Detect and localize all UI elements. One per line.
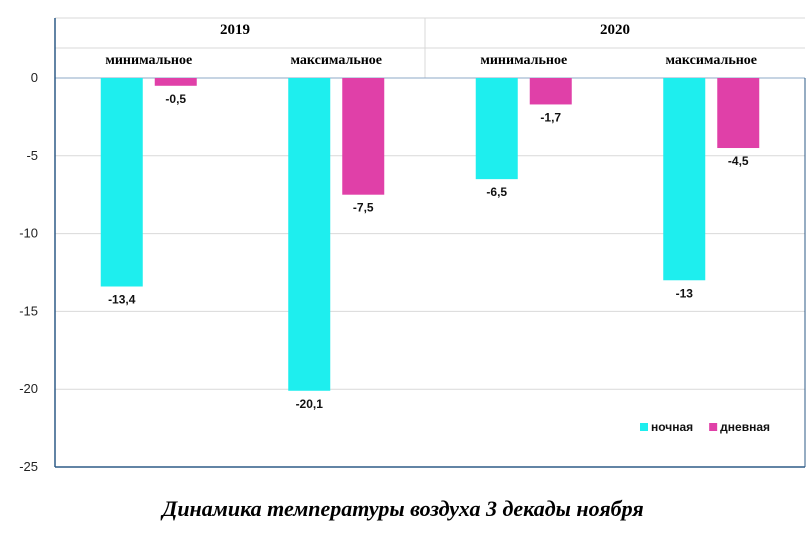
category-label: минимальное: [480, 53, 567, 68]
legend-swatch: [709, 423, 718, 431]
category-label: минимальное: [105, 53, 192, 68]
bar-day: [154, 78, 197, 86]
bar-day: [717, 78, 760, 149]
legend-label: ночная: [651, 420, 693, 434]
y-tick-label: -5: [26, 148, 38, 163]
category-label: максимальное: [290, 53, 382, 68]
y-tick-label: -20: [19, 381, 38, 396]
data-label: -13,4: [108, 293, 136, 307]
data-label: -20,1: [296, 397, 324, 411]
y-tick-label: -15: [19, 303, 38, 318]
data-label: -6,5: [486, 185, 507, 199]
bar-day: [529, 78, 572, 105]
y-tick-label: -10: [19, 226, 38, 241]
chart-title: Динамика температуры воздуха 3 декады но…: [162, 496, 644, 521]
y-tick-label: -25: [19, 459, 38, 474]
category-label: максимальное: [665, 53, 757, 68]
legend-label: дневная: [720, 420, 770, 434]
data-label: -7,5: [353, 201, 374, 215]
group-label: 2020: [600, 22, 630, 38]
group-label: 2019: [220, 22, 250, 38]
bar-night: [100, 78, 143, 287]
data-label: -13: [676, 286, 694, 300]
y-tick-label: 0: [31, 70, 38, 85]
bar-night: [475, 78, 518, 180]
data-label: -1,7: [540, 110, 561, 124]
bar-day: [342, 78, 385, 195]
bar-night: [663, 78, 706, 281]
bar-night: [288, 78, 331, 391]
data-label: -0,5: [165, 92, 186, 106]
data-label: -4,5: [728, 154, 749, 168]
legend-swatch: [640, 423, 648, 431]
